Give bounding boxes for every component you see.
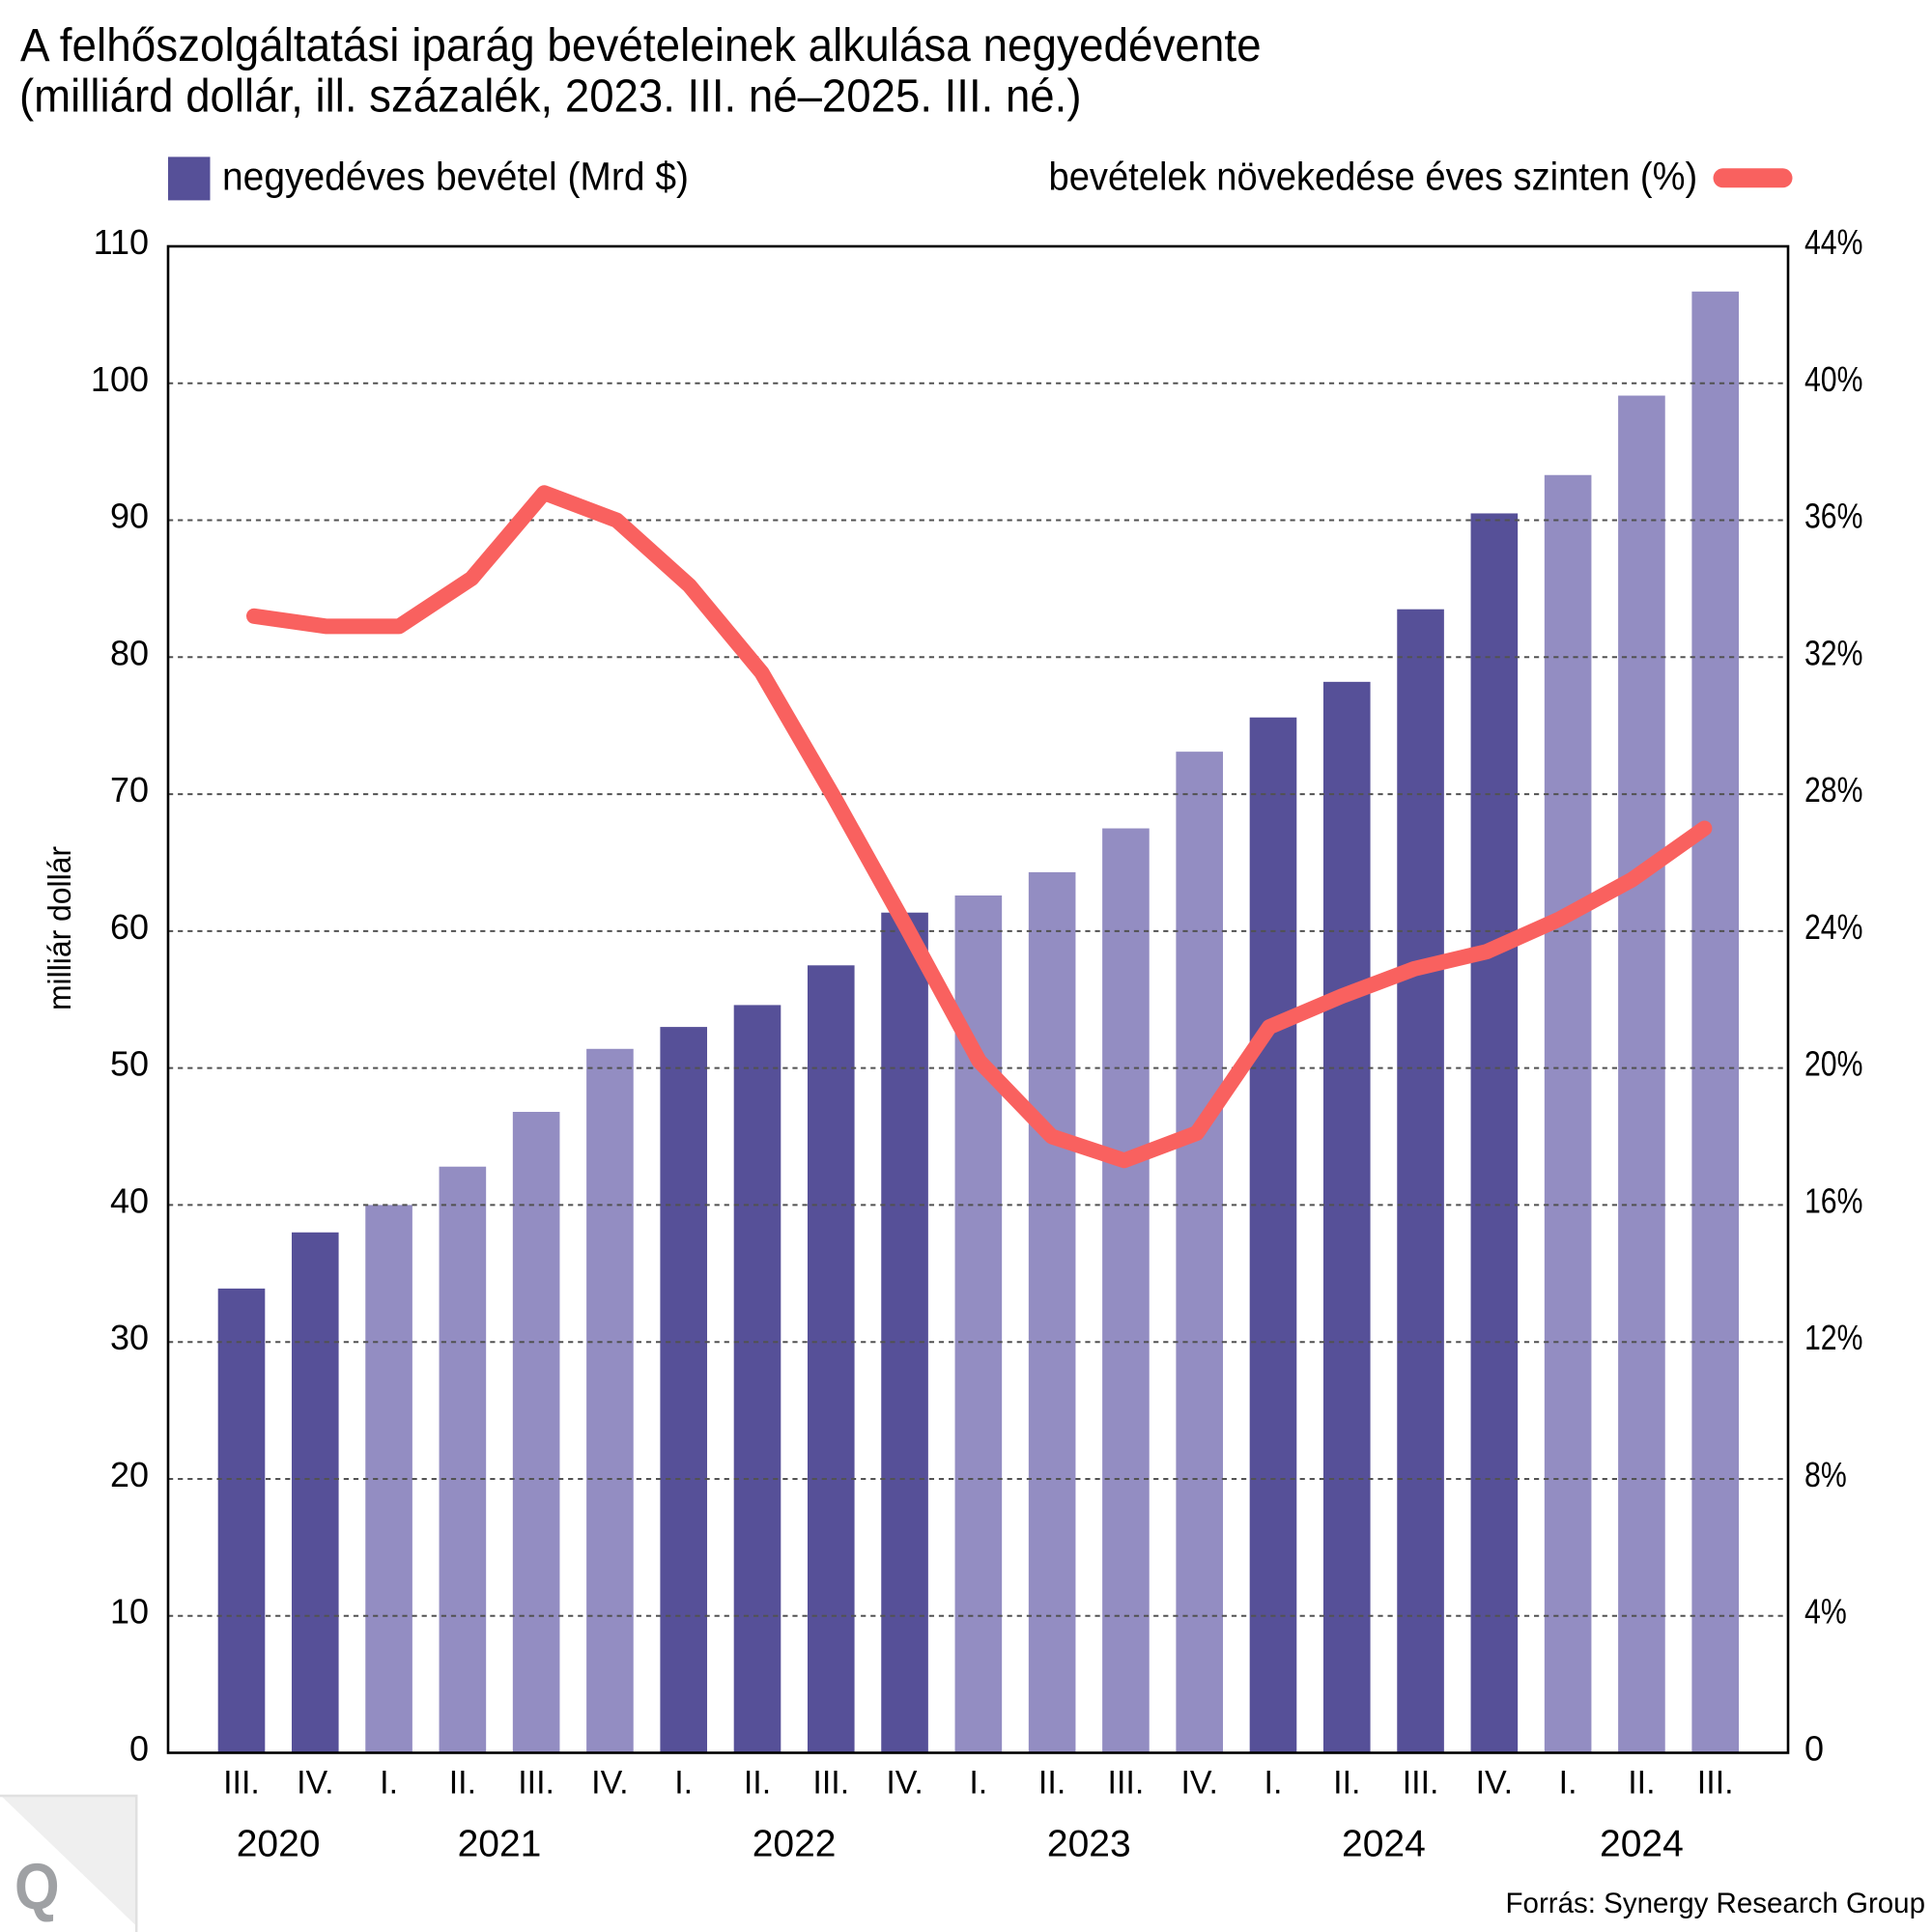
svg-text:I.: I. bbox=[969, 1765, 987, 1802]
svg-text:II.: II. bbox=[1333, 1765, 1360, 1802]
svg-text:40%: 40% bbox=[1804, 359, 1863, 399]
svg-text:110: 110 bbox=[94, 222, 149, 262]
svg-text:12%: 12% bbox=[1804, 1318, 1863, 1357]
svg-text:I.: I. bbox=[674, 1765, 693, 1802]
svg-text:2021: 2021 bbox=[458, 1824, 542, 1865]
svg-text:A felhőszolgáltatási iparág be: A felhőszolgáltatási iparág bevételeinek… bbox=[20, 20, 1262, 71]
svg-text:I.: I. bbox=[380, 1765, 398, 1802]
svg-text:I.: I. bbox=[1559, 1765, 1577, 1802]
svg-text:III.: III. bbox=[1697, 1765, 1734, 1802]
svg-text:Q: Q bbox=[14, 1850, 60, 1923]
svg-text:(milliárd dollár, ill. százalé: (milliárd dollár, ill. százalék, 2023. I… bbox=[19, 71, 1082, 123]
svg-text:100: 100 bbox=[91, 359, 149, 399]
svg-text:50: 50 bbox=[110, 1044, 149, 1084]
svg-text:IV.: IV. bbox=[886, 1765, 923, 1802]
svg-text:40: 40 bbox=[110, 1180, 149, 1220]
svg-text:8%: 8% bbox=[1804, 1455, 1847, 1494]
svg-text:90: 90 bbox=[110, 497, 149, 536]
svg-text:60: 60 bbox=[110, 907, 149, 947]
svg-text:bevételek növekedése éves szin: bevételek növekedése éves szinten (%) bbox=[1049, 154, 1698, 198]
svg-text:2022: 2022 bbox=[753, 1824, 837, 1865]
svg-text:IV.: IV. bbox=[1476, 1765, 1513, 1802]
svg-text:2024: 2024 bbox=[1600, 1824, 1684, 1865]
svg-text:III.: III. bbox=[1108, 1765, 1145, 1802]
svg-text:milliár dollár: milliár dollár bbox=[42, 846, 77, 1010]
svg-text:30: 30 bbox=[110, 1318, 149, 1357]
svg-text:IV.: IV. bbox=[297, 1765, 333, 1802]
svg-text:80: 80 bbox=[110, 633, 149, 672]
svg-text:16%: 16% bbox=[1804, 1180, 1863, 1220]
svg-text:II.: II. bbox=[449, 1765, 476, 1802]
svg-text:20%: 20% bbox=[1804, 1044, 1863, 1084]
svg-text:II.: II. bbox=[1038, 1765, 1065, 1802]
svg-text:36%: 36% bbox=[1804, 497, 1863, 536]
svg-text:III.: III. bbox=[812, 1765, 849, 1802]
svg-text:IV.: IV. bbox=[1180, 1765, 1217, 1802]
svg-text:0: 0 bbox=[129, 1729, 149, 1769]
svg-text:32%: 32% bbox=[1804, 633, 1863, 672]
svg-text:2020: 2020 bbox=[237, 1824, 321, 1865]
svg-text:III.: III. bbox=[1403, 1765, 1439, 1802]
svg-text:III.: III. bbox=[223, 1765, 260, 1802]
svg-text:2024: 2024 bbox=[1342, 1824, 1426, 1865]
svg-text:II.: II. bbox=[1628, 1765, 1655, 1802]
svg-text:24%: 24% bbox=[1804, 907, 1863, 947]
svg-text:IV.: IV. bbox=[591, 1765, 628, 1802]
svg-text:4%: 4% bbox=[1804, 1592, 1847, 1632]
svg-text:70: 70 bbox=[110, 770, 149, 810]
svg-text:III.: III. bbox=[518, 1765, 554, 1802]
svg-text:28%: 28% bbox=[1804, 770, 1863, 810]
svg-text:Forrás: Synergy Research Group: Forrás: Synergy Research Group bbox=[1506, 1888, 1925, 1919]
svg-text:10: 10 bbox=[110, 1592, 149, 1632]
svg-text:negyedéves bevétel (Mrd $): negyedéves bevétel (Mrd $) bbox=[222, 154, 689, 198]
svg-text:I.: I. bbox=[1264, 1765, 1283, 1802]
svg-text:II.: II. bbox=[744, 1765, 771, 1802]
svg-text:20: 20 bbox=[110, 1455, 149, 1494]
svg-text:0: 0 bbox=[1804, 1729, 1824, 1769]
svg-text:2023: 2023 bbox=[1047, 1824, 1131, 1865]
svg-text:44%: 44% bbox=[1804, 222, 1863, 262]
